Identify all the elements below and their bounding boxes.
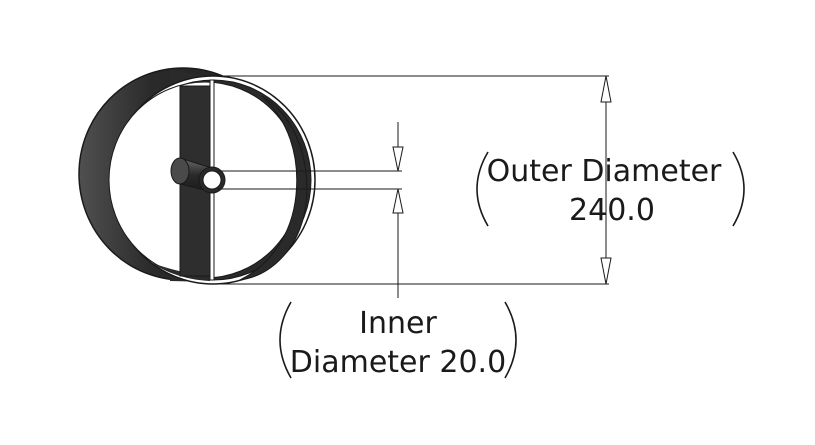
outer-arrow-top [600, 75, 612, 103]
inner-arrow-top [392, 146, 404, 172]
outer-paren-right [732, 151, 745, 227]
wheel-part [78, 67, 316, 285]
outer-arrow-bottom [600, 257, 612, 285]
inner-paren-left [279, 301, 292, 379]
inner-dimension-value: Diameter 20.0 [290, 345, 506, 380]
inner-dimension-label: Inner [359, 306, 437, 341]
inner-paren-right [504, 301, 517, 379]
outer-paren-left [476, 151, 489, 227]
axle-back-end [170, 157, 190, 185]
outer-dimension-value: 240.0 [569, 193, 655, 228]
axle-front-inner [202, 170, 222, 190]
outer-dimension-label: Outer Diameter [487, 154, 722, 189]
wheel-inner-shadow [239, 95, 308, 281]
inner-diameter-dimension: Inner Diameter 20.0 [218, 122, 517, 380]
inner-arrow-bottom [392, 188, 404, 214]
outer-diameter-dimension: Outer Diameter 240.0 [213, 75, 745, 285]
